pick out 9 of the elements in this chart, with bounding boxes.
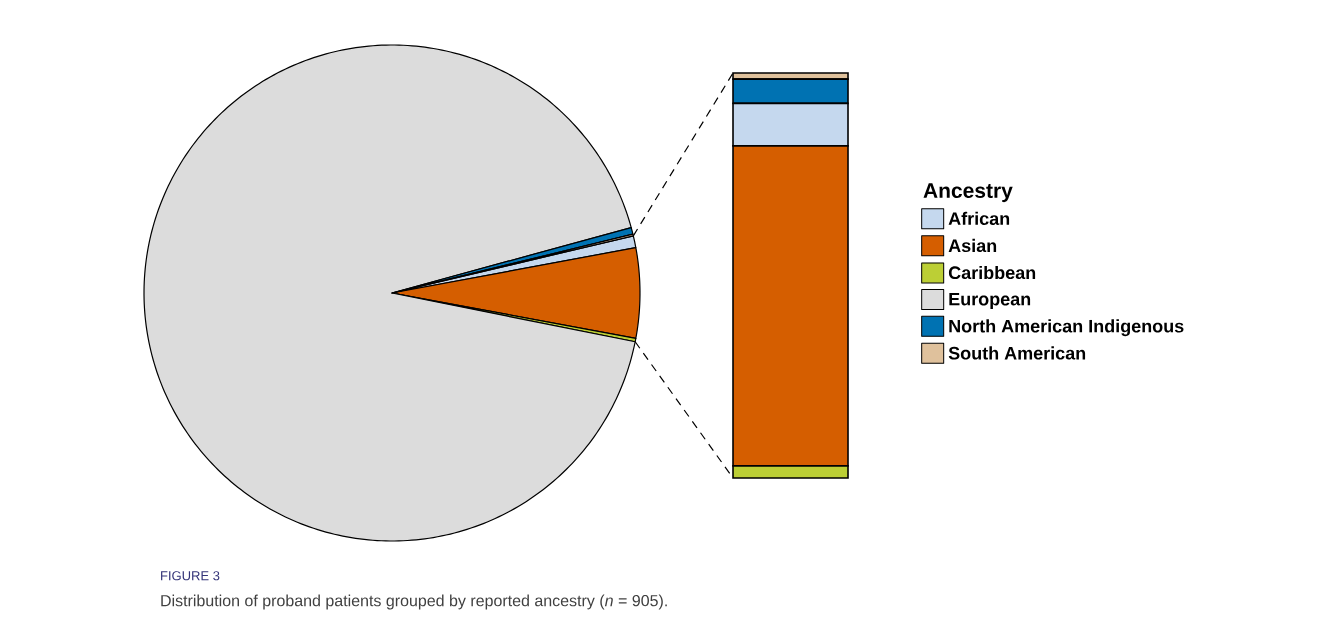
legend-label: Asian <box>948 238 997 253</box>
legend-title: Ancestry <box>923 183 1013 203</box>
caption: FIGURE 3 <box>161 571 220 581</box>
legend-label: European <box>949 292 1031 310</box>
legend-label: North American Indigenous <box>949 319 1184 337</box>
text: Distribution of proband patients grouped by reported ancestry (n = 905). <box>161 594 667 610</box>
legend-label: South American <box>948 346 1086 360</box>
legend-label: Caribbean <box>948 265 1036 280</box>
legend-label: African <box>948 211 1010 226</box>
